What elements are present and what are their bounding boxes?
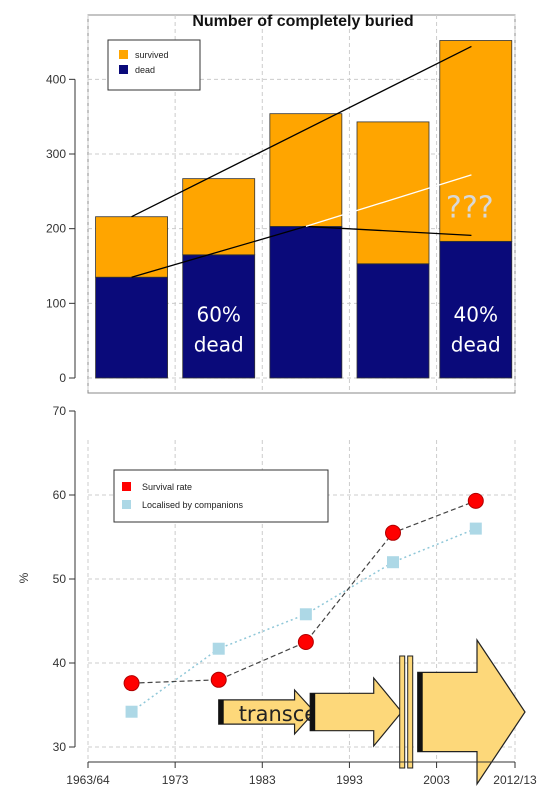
top-y-tick-label: 100 (46, 296, 66, 310)
top-y-tick-label: 200 (46, 222, 66, 236)
point-localised (125, 705, 138, 718)
top-legend: survived dead (107, 39, 201, 91)
bottom-x-tick-label: 1993 (336, 773, 363, 787)
point-localised (387, 556, 399, 569)
point-survival-rate (123, 675, 140, 692)
top-y-tick-label: 0 (59, 371, 66, 385)
top-annotations: 60% dead 40% dead??? (194, 190, 501, 356)
legend-label-survived: survived (135, 50, 169, 60)
arrow-stripe (417, 672, 423, 752)
point-survival-rate (210, 671, 227, 688)
bottom-y-axis-label: % (17, 572, 31, 583)
arrow-stripe (310, 693, 316, 731)
annotation-dead: dead (194, 332, 244, 356)
survival-rate-chart: transceiver 30 40 50 60 70 1963/64 1973 1983 199… (17, 404, 537, 787)
point-survival-rate (297, 634, 314, 650)
bar-survived (269, 113, 343, 227)
trend-line (305, 174, 472, 228)
buried-bar-chart: 0 100 200 300 400 Number of completely burie… (46, 13, 516, 394)
bar-survived (356, 121, 430, 265)
arrow-shape (309, 676, 403, 748)
legend-swatch-survived (119, 50, 128, 59)
bar-dead (356, 263, 430, 379)
annotation-percent: 60% (196, 302, 240, 326)
bottom-x-tick-label: 2012/13 (493, 773, 537, 787)
bar-dead (269, 226, 343, 379)
trend-line (131, 45, 472, 218)
top-chart-title: Number of completely buried (192, 13, 413, 30)
bar-survived (439, 40, 513, 242)
arrow-shape (417, 638, 526, 786)
point-localised (469, 522, 482, 535)
bar-dead (439, 240, 513, 379)
point-localised (212, 642, 225, 655)
series-line-survival-rate (131, 500, 477, 684)
transceiver-arrow (399, 638, 526, 786)
bottom-y-tick-label: 60 (53, 488, 67, 502)
bottom-x-tick-label: 1973 (162, 773, 189, 787)
annotation-question: ??? (446, 190, 494, 225)
legend-swatch-survival-rate (122, 482, 131, 491)
annotation-dead: dead (451, 332, 501, 356)
bottom-y-tick-label: 70 (53, 404, 67, 418)
bottom-x-tick-label: 1983 (249, 773, 276, 787)
top-y-tick-label: 300 (46, 147, 66, 161)
bottom-axes: 30 40 50 60 70 1963/64 1973 1983 1993 2003 2012/13 (53, 404, 537, 787)
bottom-y-tick-label: 50 (53, 572, 67, 586)
arrow-stripe (218, 699, 224, 725)
bar-dead (95, 276, 168, 379)
legend-label-survival-rate: Survival rate (142, 482, 192, 492)
transceiver-arrows: transceiver (218, 638, 526, 786)
point-localised (299, 608, 312, 621)
bottom-series (123, 492, 484, 718)
bar-dead (182, 254, 256, 379)
top-y-tick-label: 400 (46, 72, 66, 86)
bottom-x-tick-label: 1963/64 (66, 773, 110, 787)
bar-survived (95, 216, 168, 278)
arrow-stripe (399, 655, 406, 769)
bar-survived (182, 178, 256, 256)
top-y-axis: 0 100 200 300 400 (46, 72, 76, 385)
top-bars (95, 40, 513, 379)
bottom-y-tick-label: 30 (53, 740, 67, 754)
legend-swatch-dead (119, 65, 128, 74)
transceiver-arrow (309, 676, 403, 748)
legend-swatch-localised (122, 500, 131, 509)
annotation-percent: 40% (454, 302, 498, 326)
bottom-y-tick-label: 40 (53, 656, 67, 670)
bottom-x-tick-label: 2003 (423, 773, 450, 787)
bottom-legend-box (113, 469, 329, 523)
point-survival-rate (467, 492, 484, 509)
bottom-legend: Survival rate Localised by companions (113, 469, 329, 523)
top-trend-lines (131, 45, 472, 278)
arrow-shape (218, 688, 316, 736)
point-survival-rate (385, 524, 401, 541)
legend-label-dead: dead (135, 65, 155, 75)
legend-label-localised: Localised by companions (142, 500, 244, 510)
arrow-stripe (407, 655, 414, 769)
